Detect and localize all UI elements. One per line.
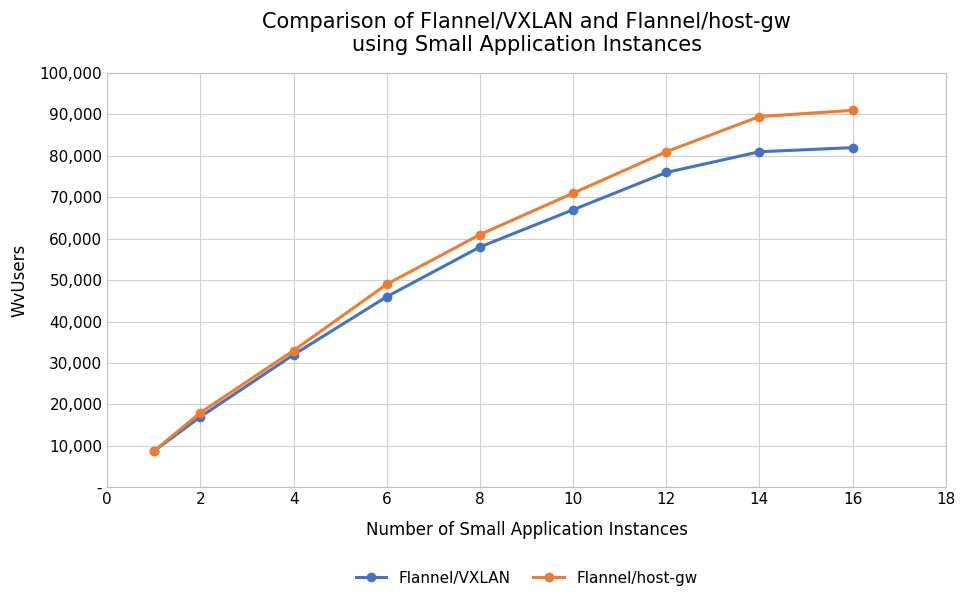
Flannel/host-gw xyxy=(754,113,765,120)
Flannel/host-gw xyxy=(660,148,672,155)
Flannel/host-gw xyxy=(195,409,207,417)
Flannel/VXLAN xyxy=(148,448,160,455)
Flannel/VXLAN xyxy=(660,169,672,176)
Flannel/host-gw xyxy=(567,189,579,197)
Title: Comparison of Flannel/VXLAN and Flannel/host-gw
using Small Application Instance: Comparison of Flannel/VXLAN and Flannel/… xyxy=(262,12,791,55)
Flannel/VXLAN xyxy=(381,293,393,300)
Flannel/host-gw xyxy=(288,347,299,354)
Legend: Flannel/VXLAN, Flannel/host-gw: Flannel/VXLAN, Flannel/host-gw xyxy=(349,565,704,593)
X-axis label: Number of Small Application Instances: Number of Small Application Instances xyxy=(366,521,687,539)
Flannel/host-gw xyxy=(474,231,486,238)
Flannel/host-gw xyxy=(381,281,393,288)
Line: Flannel/VXLAN: Flannel/VXLAN xyxy=(150,144,857,456)
Flannel/VXLAN xyxy=(567,206,579,213)
Flannel/host-gw xyxy=(846,107,858,114)
Y-axis label: WvUsers: WvUsers xyxy=(11,244,28,317)
Flannel/host-gw xyxy=(148,448,160,455)
Flannel/VXLAN xyxy=(846,144,858,151)
Line: Flannel/host-gw: Flannel/host-gw xyxy=(150,106,857,456)
Flannel/VXLAN xyxy=(754,148,765,155)
Flannel/VXLAN xyxy=(288,351,299,358)
Flannel/VXLAN xyxy=(474,244,486,251)
Flannel/VXLAN xyxy=(195,413,207,420)
